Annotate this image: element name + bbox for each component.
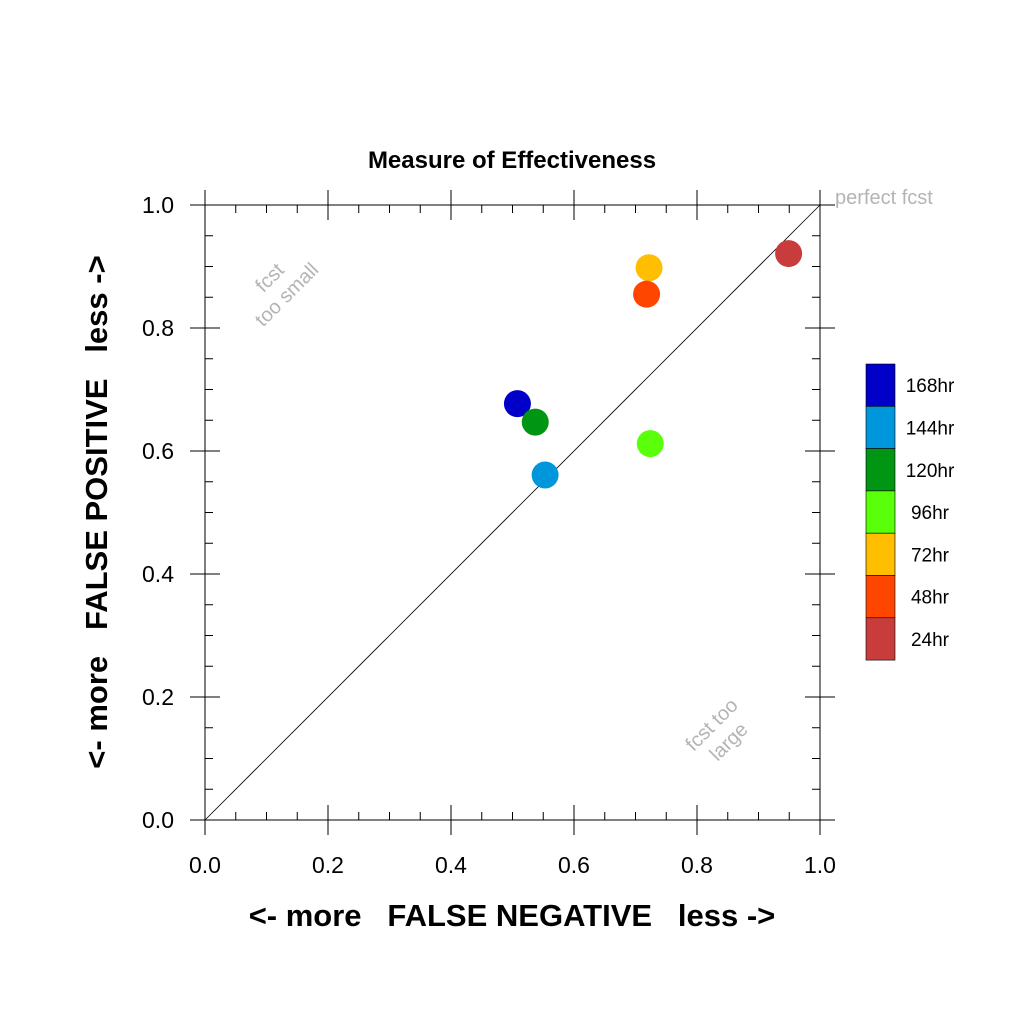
y-axis-label: <- more FALSE POSITIVE less -> xyxy=(79,255,114,768)
legend-label-120hr: 120hr xyxy=(906,461,955,482)
y-tick-labels: 0.0 0.2 0.4 0.6 0.8 1.0 xyxy=(142,192,174,833)
x-tick-label: 0.8 xyxy=(681,852,713,878)
x-tick-labels: 0.0 0.2 0.4 0.6 0.8 1.0 xyxy=(189,852,836,878)
perfect-fcst-label: perfect fcst xyxy=(835,187,933,209)
legend-swatch-24hr xyxy=(865,617,896,661)
fcst-too-small-label: fcst too small xyxy=(251,259,323,331)
legend-label-48hr: 48hr xyxy=(911,588,950,609)
y-tick-label: 0.6 xyxy=(142,438,174,464)
data-point-48hr xyxy=(633,280,661,308)
legend-label-144hr: 144hr xyxy=(906,418,955,439)
y-tick-label: 0.8 xyxy=(142,315,174,341)
legend-swatch-48hr xyxy=(865,575,896,619)
legend-label-168hr: 168hr xyxy=(906,376,955,397)
x-tick-label: 0.2 xyxy=(312,852,344,878)
legend-label-96hr: 96hr xyxy=(911,503,950,524)
legend-swatch-72hr xyxy=(865,532,896,576)
data-point-24hr xyxy=(775,240,803,268)
legend-swatch-168hr xyxy=(865,363,896,407)
minor-ticks xyxy=(205,205,820,820)
data-point-144hr xyxy=(531,461,559,489)
y-tick-label: 1.0 xyxy=(142,192,174,218)
legend-label-72hr: 72hr xyxy=(911,545,950,566)
x-axis-label: <- more FALSE NEGATIVE less -> xyxy=(249,898,776,933)
legend: 168hr 144hr 120hr 96hr 72hr 48hr 24hr xyxy=(865,363,955,661)
x-tick-label: 0.0 xyxy=(189,852,221,878)
major-ticks xyxy=(190,190,835,835)
data-point-168hr xyxy=(503,390,531,418)
y-tick-label: 0.2 xyxy=(142,684,174,710)
chart-title: Measure of Effectiveness xyxy=(368,147,656,174)
x-tick-label: 0.6 xyxy=(558,852,590,878)
data-point-96hr xyxy=(636,430,664,458)
x-tick-label: 0.4 xyxy=(435,852,467,878)
legend-swatch-96hr xyxy=(865,490,896,534)
legend-swatch-144hr xyxy=(865,405,896,449)
x-tick-label: 1.0 xyxy=(804,852,836,878)
diagonal-line xyxy=(204,204,821,821)
legend-label-24hr: 24hr xyxy=(911,630,950,651)
y-tick-label: 0.0 xyxy=(142,807,174,833)
y-tick-label: 0.4 xyxy=(142,561,174,587)
data-point-120hr xyxy=(521,408,549,436)
data-point-72hr xyxy=(635,254,663,282)
legend-swatch-120hr xyxy=(865,448,896,492)
fcst-too-large-label: fcst too large xyxy=(682,695,753,766)
data-points xyxy=(503,240,803,489)
